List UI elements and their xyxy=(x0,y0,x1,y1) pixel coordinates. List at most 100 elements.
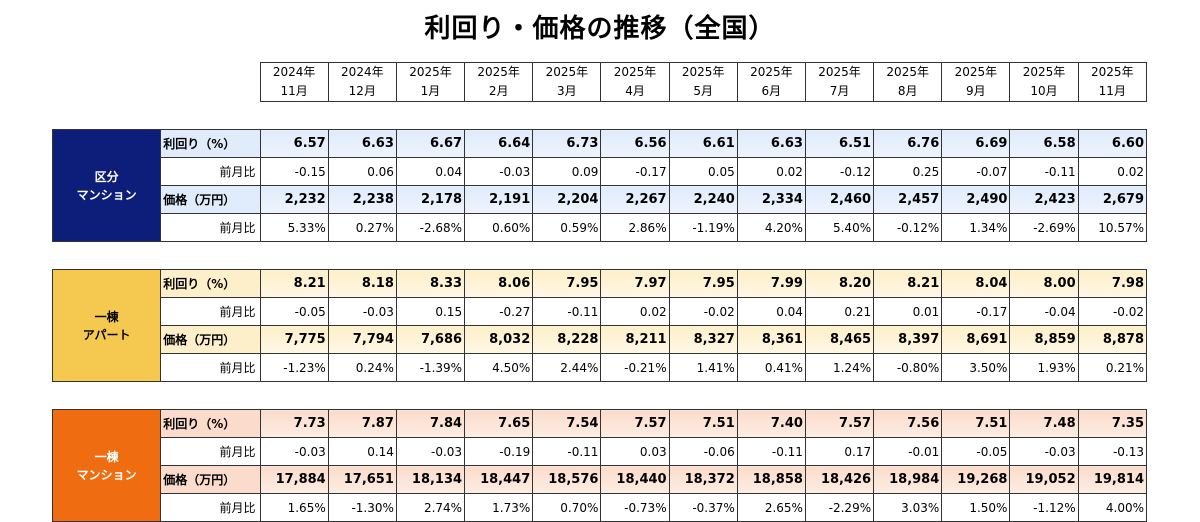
value-cell: 7.97 xyxy=(600,269,670,298)
month-header-year: 2025年 xyxy=(750,65,793,79)
month-header-month: 3月 xyxy=(557,84,577,98)
value-cell: 17,884 xyxy=(259,465,329,494)
value-cell: 0.60% xyxy=(464,213,534,242)
value-cell: 0.25 xyxy=(873,157,943,186)
value-cell: 0.59% xyxy=(532,213,602,242)
value-cell: 1.50% xyxy=(941,493,1011,522)
value-cell: 8,032 xyxy=(464,325,534,354)
month-header: 2025年 2月 xyxy=(464,62,534,102)
value-cell: -0.17 xyxy=(600,157,670,186)
value-cell: 0.03 xyxy=(600,437,670,466)
value-cell: 6.60 xyxy=(1077,129,1148,158)
value-cell: -0.05 xyxy=(259,297,329,326)
value-cell: 0.15 xyxy=(395,297,466,326)
month-header: 2025年 1月 xyxy=(395,62,466,102)
month-header: 2025年 4月 xyxy=(600,62,670,102)
month-header-year: 2025年 xyxy=(818,65,861,79)
value-cell: 0.04 xyxy=(395,157,466,186)
value-cell: 8.00 xyxy=(1009,269,1079,298)
value-cell: -1.19% xyxy=(668,213,738,242)
row-label: 前月比 xyxy=(160,297,261,326)
value-cell: -1.12% xyxy=(1009,493,1079,522)
value-cell: -0.03 xyxy=(1009,437,1079,466)
value-cell: 2,457 xyxy=(873,185,943,214)
value-cell: 0.24% xyxy=(327,353,397,382)
value-cell: 8,859 xyxy=(1009,325,1079,354)
value-cell: -0.27 xyxy=(464,297,534,326)
value-cell: -0.03 xyxy=(327,297,397,326)
value-cell: 0.27% xyxy=(327,213,397,242)
month-header-year: 2025年 xyxy=(1091,65,1134,79)
value-cell: 6.61 xyxy=(668,129,738,158)
month-header-year: 2025年 xyxy=(954,65,998,79)
month-header-month: 1月 xyxy=(420,84,441,98)
main-row: 一棟 アパート 利回り（%） 8.21 8.18 8.33 8.06 7.95 7.97 7.95… xyxy=(51,269,1148,382)
month-header-year: 2025年 xyxy=(613,65,657,79)
month-header: 2025年 8月 xyxy=(873,62,943,102)
yield-price-table: 2024年 11月 2024年 12月 2025年 1月 2025年 2月 2025年 3月 202… xyxy=(51,62,1148,522)
value-cell: 2.74% xyxy=(395,493,466,522)
value-cell: 7.95 xyxy=(668,269,738,298)
value-cell: 7.57 xyxy=(804,409,875,438)
value-cell: 0.06 xyxy=(327,157,397,186)
value-cell: 7.40 xyxy=(736,409,806,438)
row-label: 価格（万円） xyxy=(160,465,261,494)
value-cell: 7.35 xyxy=(1077,409,1148,438)
value-cell: 7.57 xyxy=(600,409,670,438)
value-cell: 7.65 xyxy=(464,409,534,438)
value-cell: 0.41% xyxy=(736,353,806,382)
value-cell: 19,052 xyxy=(1009,465,1079,494)
value-cell: 8.21 xyxy=(259,269,329,298)
value-cell: 6.67 xyxy=(395,129,466,158)
value-cell: -2.29% xyxy=(804,493,875,522)
value-cell: 7.54 xyxy=(532,409,602,438)
value-cell: 2,679 xyxy=(1077,185,1148,214)
value-cell: 8,327 xyxy=(668,325,738,354)
value-cell: 2,204 xyxy=(532,185,602,214)
value-cell: 8,465 xyxy=(804,325,875,354)
value-cell: -0.03 xyxy=(464,157,534,186)
value-cell: 1.41% xyxy=(668,353,738,382)
row-label: 利回り（%） xyxy=(160,129,261,158)
value-cell: 8,878 xyxy=(1077,325,1148,354)
value-cell: -0.13 xyxy=(1077,437,1148,466)
category-name-line2: マンション xyxy=(76,187,137,202)
month-header-year: 2025年 xyxy=(886,65,929,79)
value-cell: -0.05 xyxy=(941,437,1011,466)
category-name-line1: 区分 xyxy=(94,169,119,184)
value-cell: -0.15 xyxy=(259,157,329,186)
value-cell: 18,447 xyxy=(464,465,534,494)
main-row: 価格（万円） 7,775 7,794 7,686 8,032 8,228 8,211 8,32… xyxy=(53,325,1148,354)
month-header-month: 11月 xyxy=(1098,84,1126,98)
value-cell: 7.84 xyxy=(395,409,466,438)
value-cell: -0.37% xyxy=(668,493,738,522)
row-label: 前月比 xyxy=(160,493,261,522)
value-cell: 4.20% xyxy=(736,213,806,242)
month-header-year: 2025年 xyxy=(545,65,589,79)
value-cell: 8,228 xyxy=(532,325,602,354)
row-label: 前月比 xyxy=(160,213,261,242)
month-header-month: 2月 xyxy=(488,84,509,98)
value-cell: 7,775 xyxy=(259,325,329,354)
value-cell: 1.24% xyxy=(804,353,875,382)
category-name-line1: 一棟 xyxy=(94,309,119,324)
month-header: 2025年 9月 xyxy=(941,62,1011,102)
value-cell: 0.05 xyxy=(668,157,738,186)
value-cell: 6.57 xyxy=(259,129,329,158)
value-cell: 7.73 xyxy=(259,409,329,438)
category-label: 一棟 アパート xyxy=(51,269,162,382)
header-empty xyxy=(53,63,261,102)
value-cell: 8.06 xyxy=(464,269,534,298)
value-cell: -1.39% xyxy=(395,353,466,382)
value-cell: 0.04 xyxy=(736,297,806,326)
page-title: 利回り・価格の推移（全国） xyxy=(424,14,776,44)
value-cell: -0.02 xyxy=(668,297,738,326)
value-cell: 2,423 xyxy=(1009,185,1079,214)
value-cell: 8.20 xyxy=(804,269,875,298)
value-cell: 0.02 xyxy=(1077,157,1148,186)
value-cell: 2,238 xyxy=(327,185,397,214)
value-cell: 2,334 xyxy=(736,185,806,214)
row-label: 前月比 xyxy=(160,157,261,186)
value-cell: 8.18 xyxy=(327,269,397,298)
value-cell: -0.73% xyxy=(600,493,670,522)
